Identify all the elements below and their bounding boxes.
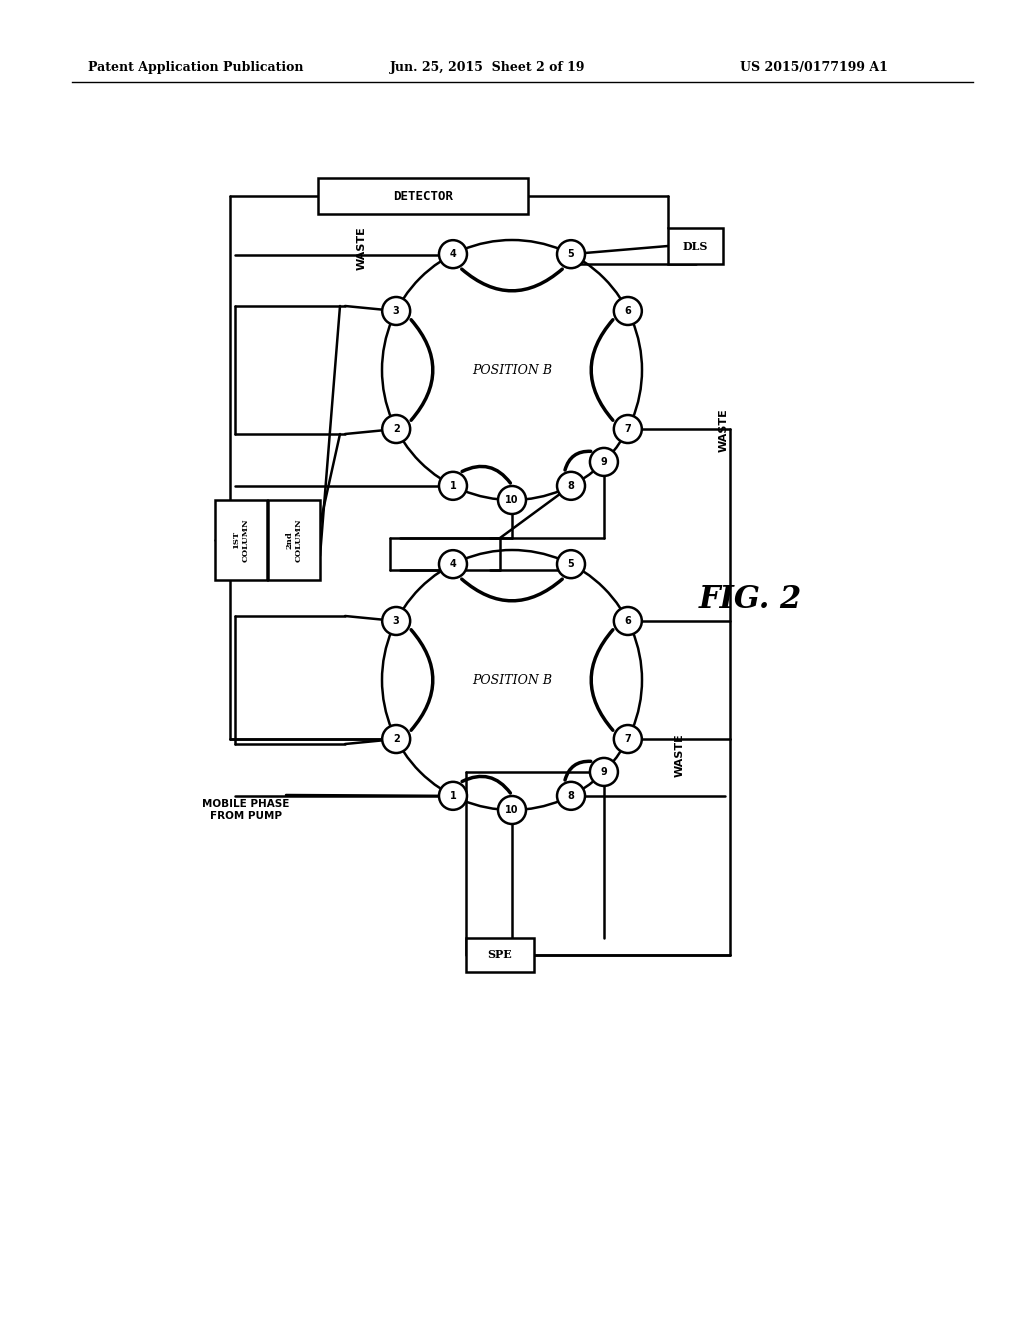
Bar bbox=[318, 178, 528, 214]
Text: DLS: DLS bbox=[683, 240, 709, 252]
Circle shape bbox=[613, 607, 642, 635]
Circle shape bbox=[557, 240, 585, 268]
Text: 6: 6 bbox=[625, 616, 631, 626]
Text: 6: 6 bbox=[625, 306, 631, 315]
Circle shape bbox=[498, 796, 526, 824]
Circle shape bbox=[439, 550, 467, 578]
Text: Jun. 25, 2015  Sheet 2 of 19: Jun. 25, 2015 Sheet 2 of 19 bbox=[390, 62, 586, 74]
Circle shape bbox=[498, 486, 526, 513]
Circle shape bbox=[557, 471, 585, 500]
Text: 8: 8 bbox=[567, 791, 574, 801]
Text: WASTE: WASTE bbox=[357, 226, 367, 269]
Text: 4: 4 bbox=[450, 249, 457, 259]
Circle shape bbox=[439, 471, 467, 500]
Circle shape bbox=[439, 240, 467, 268]
Circle shape bbox=[382, 414, 411, 444]
Text: US 2015/0177199 A1: US 2015/0177199 A1 bbox=[740, 62, 888, 74]
Text: POSITION B: POSITION B bbox=[472, 363, 552, 376]
Text: 2nd
COLUMN: 2nd COLUMN bbox=[286, 519, 303, 562]
Circle shape bbox=[613, 725, 642, 752]
Text: 9: 9 bbox=[600, 767, 607, 777]
Text: 9: 9 bbox=[600, 457, 607, 467]
Text: WASTE: WASTE bbox=[675, 733, 685, 777]
Text: POSITION B: POSITION B bbox=[472, 673, 552, 686]
Bar bbox=[215, 500, 267, 579]
Bar bbox=[268, 500, 319, 579]
Text: DETECTOR: DETECTOR bbox=[393, 190, 453, 202]
Text: 4: 4 bbox=[450, 560, 457, 569]
Circle shape bbox=[613, 297, 642, 325]
Circle shape bbox=[382, 297, 411, 325]
Text: 2: 2 bbox=[393, 424, 399, 434]
Bar bbox=[668, 228, 723, 264]
Text: 5: 5 bbox=[567, 560, 574, 569]
Circle shape bbox=[557, 550, 585, 578]
Text: 3: 3 bbox=[393, 306, 399, 315]
Text: 10: 10 bbox=[505, 495, 519, 506]
Text: Patent Application Publication: Patent Application Publication bbox=[88, 62, 303, 74]
Text: 3: 3 bbox=[393, 616, 399, 626]
Circle shape bbox=[590, 758, 617, 785]
Text: 8: 8 bbox=[567, 480, 574, 491]
Text: 5: 5 bbox=[567, 249, 574, 259]
Text: 1: 1 bbox=[450, 791, 457, 801]
Text: 1: 1 bbox=[450, 480, 457, 491]
Text: 7: 7 bbox=[625, 734, 631, 744]
Circle shape bbox=[382, 607, 411, 635]
Circle shape bbox=[590, 447, 617, 477]
Text: 7: 7 bbox=[625, 424, 631, 434]
Text: 1ST
COLUMN: 1ST COLUMN bbox=[232, 519, 250, 562]
Circle shape bbox=[382, 725, 411, 752]
Text: FIG. 2: FIG. 2 bbox=[698, 585, 802, 615]
Circle shape bbox=[613, 414, 642, 444]
Text: 2: 2 bbox=[393, 734, 399, 744]
Text: SPE: SPE bbox=[487, 949, 512, 961]
Text: 10: 10 bbox=[505, 805, 519, 814]
Bar bbox=[466, 939, 534, 972]
Circle shape bbox=[439, 781, 467, 810]
Circle shape bbox=[557, 781, 585, 810]
Text: WASTE: WASTE bbox=[719, 408, 729, 451]
Text: MOBILE PHASE
FROM PUMP: MOBILE PHASE FROM PUMP bbox=[203, 799, 290, 821]
